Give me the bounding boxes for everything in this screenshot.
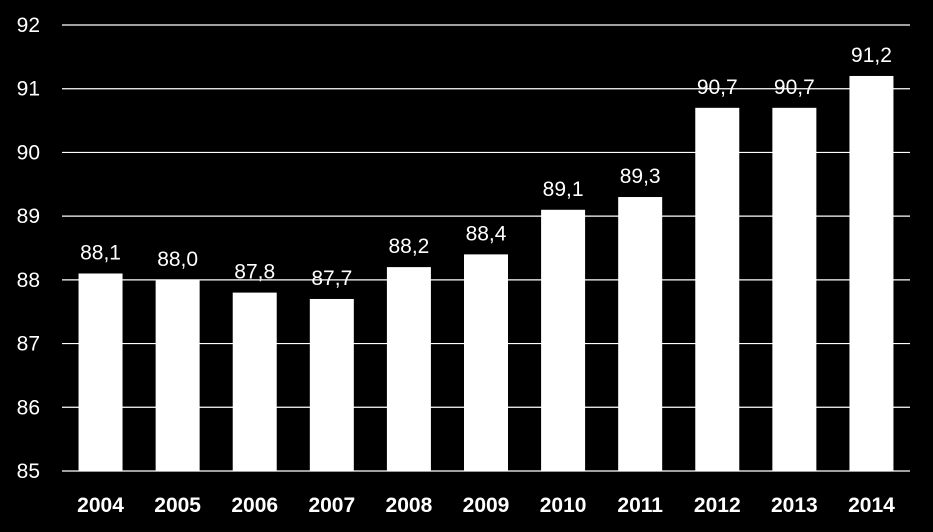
data-label: 88,1 xyxy=(80,241,121,264)
y-tick-label: 87 xyxy=(17,333,40,356)
x-tick-label: 2008 xyxy=(386,494,433,517)
bar-2013 xyxy=(772,107,817,471)
y-tick-label: 88 xyxy=(17,269,40,292)
x-tick-label: 2004 xyxy=(77,494,124,517)
data-label: 90,7 xyxy=(697,76,738,99)
data-label: 88,2 xyxy=(388,235,429,258)
data-label: 87,7 xyxy=(311,267,352,290)
data-label: 90,7 xyxy=(774,76,815,99)
x-tick-label: 2005 xyxy=(154,494,201,517)
bar-2005 xyxy=(155,279,200,471)
bar-2011 xyxy=(618,197,663,471)
x-tick-label: 2010 xyxy=(540,494,587,517)
y-tick-label: 86 xyxy=(17,396,40,419)
y-tick-label: 92 xyxy=(17,14,40,37)
x-tick-label: 2006 xyxy=(231,494,278,517)
x-tick-label: 2011 xyxy=(617,494,663,517)
data-label: 87,8 xyxy=(234,261,275,284)
bar-2012 xyxy=(695,107,740,471)
bar-2004 xyxy=(78,273,123,471)
data-label: 89,3 xyxy=(620,165,661,188)
bars xyxy=(78,75,894,471)
x-axis-ticks: 2004 2005 2006 2007 2008 2009 2010 2011 2012 2013… xyxy=(77,494,895,517)
y-tick-label: 85 xyxy=(17,460,40,483)
x-tick-label: 2012 xyxy=(694,494,741,517)
x-tick-label: 2014 xyxy=(848,494,895,517)
x-tick-label: 2013 xyxy=(771,494,818,517)
data-label: 88,0 xyxy=(157,248,198,271)
bar-2007 xyxy=(309,298,354,471)
bar-2008 xyxy=(386,267,431,471)
x-tick-label: 2007 xyxy=(308,494,355,517)
y-axis-ticks: 85 86 87 88 89 90 91 92 xyxy=(17,14,40,483)
data-label: 89,1 xyxy=(543,178,584,201)
y-tick-label: 90 xyxy=(17,141,40,164)
data-label: 88,4 xyxy=(466,222,507,245)
data-label: 91,2 xyxy=(851,44,892,67)
x-tick-label: 2009 xyxy=(463,494,510,517)
bar-2014 xyxy=(849,75,894,471)
bar-2006 xyxy=(232,292,277,471)
bar-2010 xyxy=(541,209,586,471)
data-labels: 88,1 88,0 87,8 87,7 88,2 88,4 89,1 89,3 90,7 90,7… xyxy=(80,44,892,290)
y-tick-label: 91 xyxy=(17,78,40,101)
bar-2009 xyxy=(464,254,508,471)
y-tick-label: 89 xyxy=(17,205,40,228)
